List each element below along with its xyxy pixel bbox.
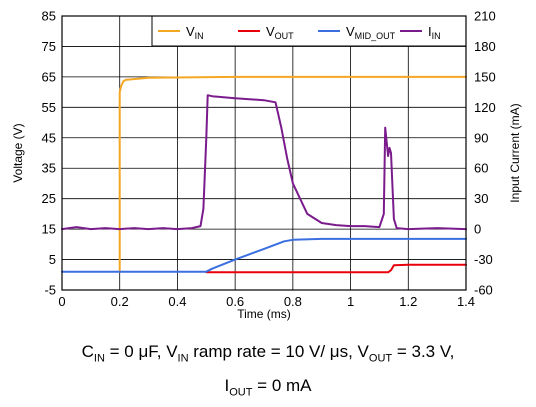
y-axis-label-left: Voltage (V)	[11, 123, 25, 182]
y-left-tick-label: 45	[42, 130, 56, 145]
y-right-tick-label: 150	[474, 69, 496, 84]
plot-frame	[61, 15, 467, 291]
y-left-tick-label: 65	[42, 69, 56, 84]
x-tick-label: 0.2	[111, 294, 129, 309]
x-axis-label: Time (ms)	[237, 307, 291, 321]
series-line-vout	[205, 263, 467, 274]
series-line-vin	[118, 75, 467, 273]
y-left-tick-label: 5	[49, 252, 56, 267]
x-tick-label: 1.4	[457, 294, 475, 309]
y-right-tick-label: -30	[474, 252, 493, 267]
y-left-tick-label: 85	[42, 9, 56, 24]
y-left-tick-label: 75	[42, 39, 56, 54]
x-tick-label: 0	[58, 294, 65, 309]
chart-caption: CIN = 0 μF, VIN ramp rate = 10 V/ μs, VO…	[0, 338, 536, 407]
y-axis-label-right: Input Current (mA)	[508, 103, 522, 202]
y-right-tick-label: 90	[474, 130, 488, 145]
legend-label-vout: VOUT	[266, 24, 294, 41]
y-left-tick-label: 15	[42, 222, 56, 237]
y-left-tick-label: 55	[42, 100, 56, 115]
chart: 0 0.2 0.4 0.6 0.8 1 1.2 1.4 -5 5 15 25 35 45 55 65 75 85 -…	[11, 9, 522, 322]
x-tick-label: 1.2	[399, 294, 417, 309]
legend-label-vin: VIN	[186, 24, 204, 41]
y-right-tick-label: 0	[474, 222, 481, 237]
caption-line-2: IOUT = 0 mA	[224, 376, 312, 399]
y-right-tick-label: 210	[474, 9, 496, 24]
x-tick-label: 0.4	[168, 294, 186, 309]
x-tick-label: 0.8	[284, 294, 302, 309]
y-right-tick-label: 60	[474, 161, 488, 176]
series-line-vmid	[61, 237, 467, 273]
legend-label-vmid: VMID_OUT	[346, 24, 396, 41]
caption-line-1: CIN = 0 μF, VIN ramp rate = 10 V/ μs, VO…	[81, 342, 455, 365]
legend-label-iin: IIN	[428, 24, 441, 41]
y-left-tick-label: -5	[44, 283, 56, 298]
y-left-tick-label: 35	[42, 161, 56, 176]
y-left-tick-label: 25	[42, 191, 56, 206]
series-line-iin	[61, 94, 467, 231]
x-tick-label: 0.6	[226, 294, 244, 309]
y-right-tick-label: 30	[474, 191, 488, 206]
x-tick-label: 1	[347, 294, 354, 309]
y-right-tick-label: 180	[474, 39, 496, 54]
y-right-tick-label: -60	[474, 283, 493, 298]
y-right-tick-label: 120	[474, 100, 496, 115]
